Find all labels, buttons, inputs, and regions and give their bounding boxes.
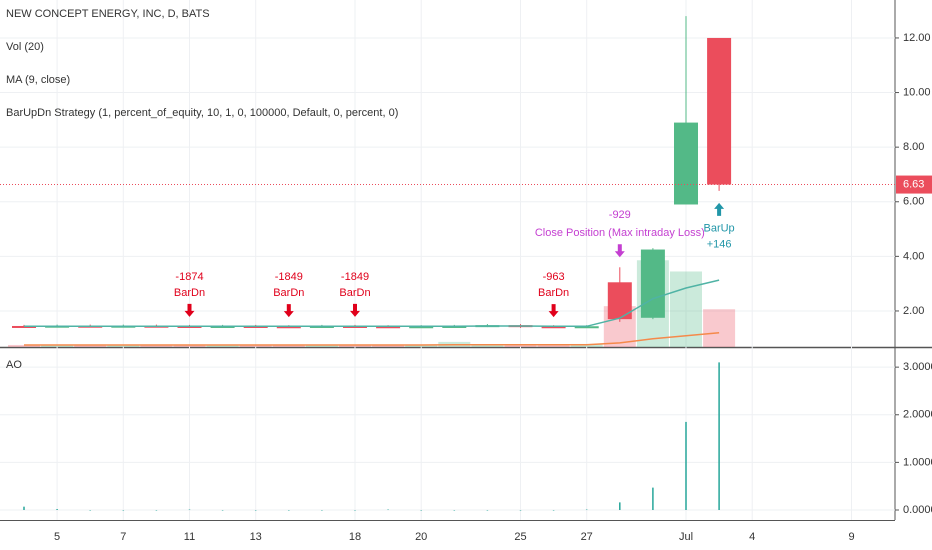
volume-bar xyxy=(239,344,272,347)
ao-bar xyxy=(619,502,621,510)
x-tick-label: 18 xyxy=(349,531,361,543)
volume-bar xyxy=(372,344,405,347)
volume-bar xyxy=(504,344,537,347)
signal-arrow xyxy=(350,303,360,317)
volume-bar xyxy=(74,344,107,347)
volume-bar xyxy=(41,344,74,347)
x-tick-label: 27 xyxy=(581,531,593,543)
x-tick-label: 7 xyxy=(120,531,126,543)
candle-body xyxy=(541,326,566,329)
x-tick-label: 5 xyxy=(54,531,60,543)
candle-body xyxy=(674,122,698,205)
volume-bar xyxy=(405,344,438,347)
volume-bar xyxy=(703,309,736,347)
ao-bar xyxy=(453,510,456,511)
signal-arrow xyxy=(184,303,195,317)
volume-bar xyxy=(8,344,40,347)
candle-body xyxy=(574,326,599,329)
signal-arrow xyxy=(714,202,725,216)
ao-bar xyxy=(552,510,555,511)
candle-body xyxy=(640,249,665,318)
y-tick-label: 2.0000 xyxy=(903,409,932,421)
ao-bar xyxy=(155,510,158,511)
volume-bar xyxy=(107,344,140,347)
ao-bar xyxy=(188,509,191,511)
candle-body xyxy=(409,326,434,329)
ao-bar xyxy=(519,510,522,511)
ao-bar xyxy=(486,510,489,511)
ao-bar xyxy=(718,362,720,510)
legend-entry: Vol (20) xyxy=(6,41,44,53)
y-tick-label: 8.00 xyxy=(903,141,924,153)
chart-title: NEW CONCEPT ENERGY, INC, D, BATS xyxy=(6,8,210,20)
y-tick-label: 2.00 xyxy=(903,305,924,317)
volume-bar xyxy=(173,344,206,347)
y-tick-label: 12.00 xyxy=(903,32,931,44)
y-tick-label: 4.00 xyxy=(903,250,924,262)
ao-bar xyxy=(56,509,58,510)
ao-bar xyxy=(354,510,356,511)
volume-bar xyxy=(272,344,305,347)
y-tick-label: 10.00 xyxy=(903,86,931,98)
candle-body xyxy=(707,37,732,185)
candle-body xyxy=(276,326,301,329)
volume-bar xyxy=(140,344,173,347)
legend-entry: BarUpDn Strategy (1, percent_of_equity, … xyxy=(6,107,398,119)
signal-pnl: -929 xyxy=(609,209,631,221)
x-tick-label: 11 xyxy=(184,531,195,543)
volume-bar xyxy=(305,344,338,347)
legend-entry: MA (9, close) xyxy=(6,74,70,86)
last-price-label: 6.63 xyxy=(903,178,924,190)
signal-arrow xyxy=(614,244,625,258)
signal-pnl: +146 xyxy=(707,239,732,251)
x-tick-label: 4 xyxy=(749,531,755,543)
ao-bar xyxy=(89,510,91,511)
signal-label: BarUp xyxy=(704,223,735,235)
ao-bar xyxy=(254,510,257,511)
signal-label: BarDn xyxy=(538,287,569,299)
ao-bar xyxy=(321,510,323,511)
candle-body xyxy=(376,326,401,329)
signal-label: BarDn xyxy=(174,287,205,299)
ao-bar xyxy=(23,506,25,510)
signal-pnl: -1874 xyxy=(175,271,203,283)
signal-pnl: -963 xyxy=(543,271,565,283)
ao-title: AO xyxy=(6,359,22,371)
ao-bar xyxy=(420,510,422,511)
x-tick-label: 25 xyxy=(514,531,526,543)
x-tick-label: 20 xyxy=(415,531,427,543)
volume-bar xyxy=(206,344,239,347)
volume-ma-line xyxy=(24,331,720,346)
y-tick-label: 3.0000 xyxy=(903,361,932,373)
x-tick-label: 9 xyxy=(848,531,854,543)
ao-bar xyxy=(652,487,654,510)
ma-line xyxy=(24,279,720,328)
x-tick-label: 13 xyxy=(250,531,262,543)
ao-bar xyxy=(122,510,125,511)
y-tick-label: 1.0000 xyxy=(903,456,932,468)
y-tick-label: 0.0000 xyxy=(903,504,932,516)
ao-bar xyxy=(685,421,687,510)
y-tick-label: 6.00 xyxy=(903,196,924,208)
signal-label: Close Position (Max intraday Loss) xyxy=(535,227,705,239)
signal-arrow xyxy=(548,304,559,318)
signal-label: BarDn xyxy=(339,287,370,299)
volume-bar xyxy=(339,344,371,347)
ao-bar xyxy=(387,509,389,511)
signal-pnl: -1849 xyxy=(341,271,369,283)
last-price-box xyxy=(896,175,932,194)
x-tick-label: Jul xyxy=(679,531,693,543)
signal-pnl: -1849 xyxy=(275,271,303,283)
volume-bar xyxy=(537,344,570,347)
volume-bar xyxy=(471,344,504,347)
ao-bar xyxy=(288,510,290,511)
ao-bar xyxy=(585,509,588,511)
signal-arrow xyxy=(283,304,294,318)
signal-label: BarDn xyxy=(273,287,304,299)
ao-bar xyxy=(221,510,224,511)
